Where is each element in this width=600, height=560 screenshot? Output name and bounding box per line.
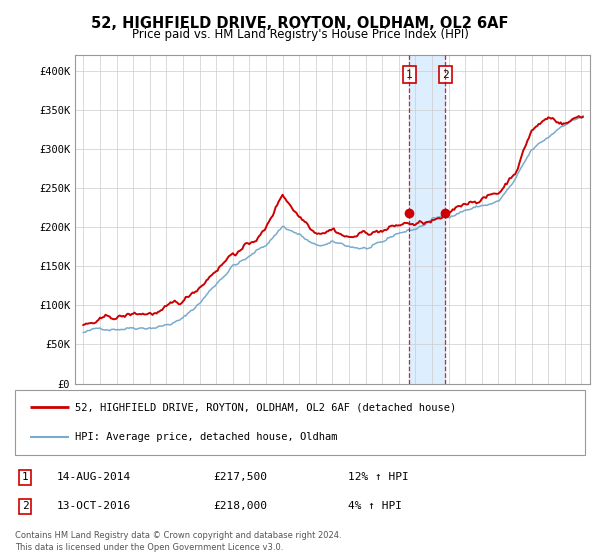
Text: 52, HIGHFIELD DRIVE, ROYTON, OLDHAM, OL2 6AF: 52, HIGHFIELD DRIVE, ROYTON, OLDHAM, OL2…	[91, 16, 509, 31]
Text: 1: 1	[22, 472, 29, 482]
Text: Contains HM Land Registry data © Crown copyright and database right 2024.: Contains HM Land Registry data © Crown c…	[15, 531, 341, 540]
Text: 4% ↑ HPI: 4% ↑ HPI	[348, 501, 402, 511]
Text: £217,500: £217,500	[213, 472, 267, 482]
Text: 52, HIGHFIELD DRIVE, ROYTON, OLDHAM, OL2 6AF (detached house): 52, HIGHFIELD DRIVE, ROYTON, OLDHAM, OL2…	[75, 402, 456, 412]
Text: Price paid vs. HM Land Registry's House Price Index (HPI): Price paid vs. HM Land Registry's House …	[131, 28, 469, 41]
Text: 13-OCT-2016: 13-OCT-2016	[57, 501, 131, 511]
Text: 12% ↑ HPI: 12% ↑ HPI	[348, 472, 409, 482]
Text: 14-AUG-2014: 14-AUG-2014	[57, 472, 131, 482]
Text: This data is licensed under the Open Government Licence v3.0.: This data is licensed under the Open Gov…	[15, 543, 283, 552]
Text: £218,000: £218,000	[213, 501, 267, 511]
Text: 2: 2	[22, 501, 29, 511]
Bar	[409, 55, 445, 384]
Text: 2: 2	[442, 69, 449, 80]
Text: 1: 1	[406, 69, 412, 80]
Text: HPI: Average price, detached house, Oldham: HPI: Average price, detached house, Oldh…	[75, 432, 337, 442]
